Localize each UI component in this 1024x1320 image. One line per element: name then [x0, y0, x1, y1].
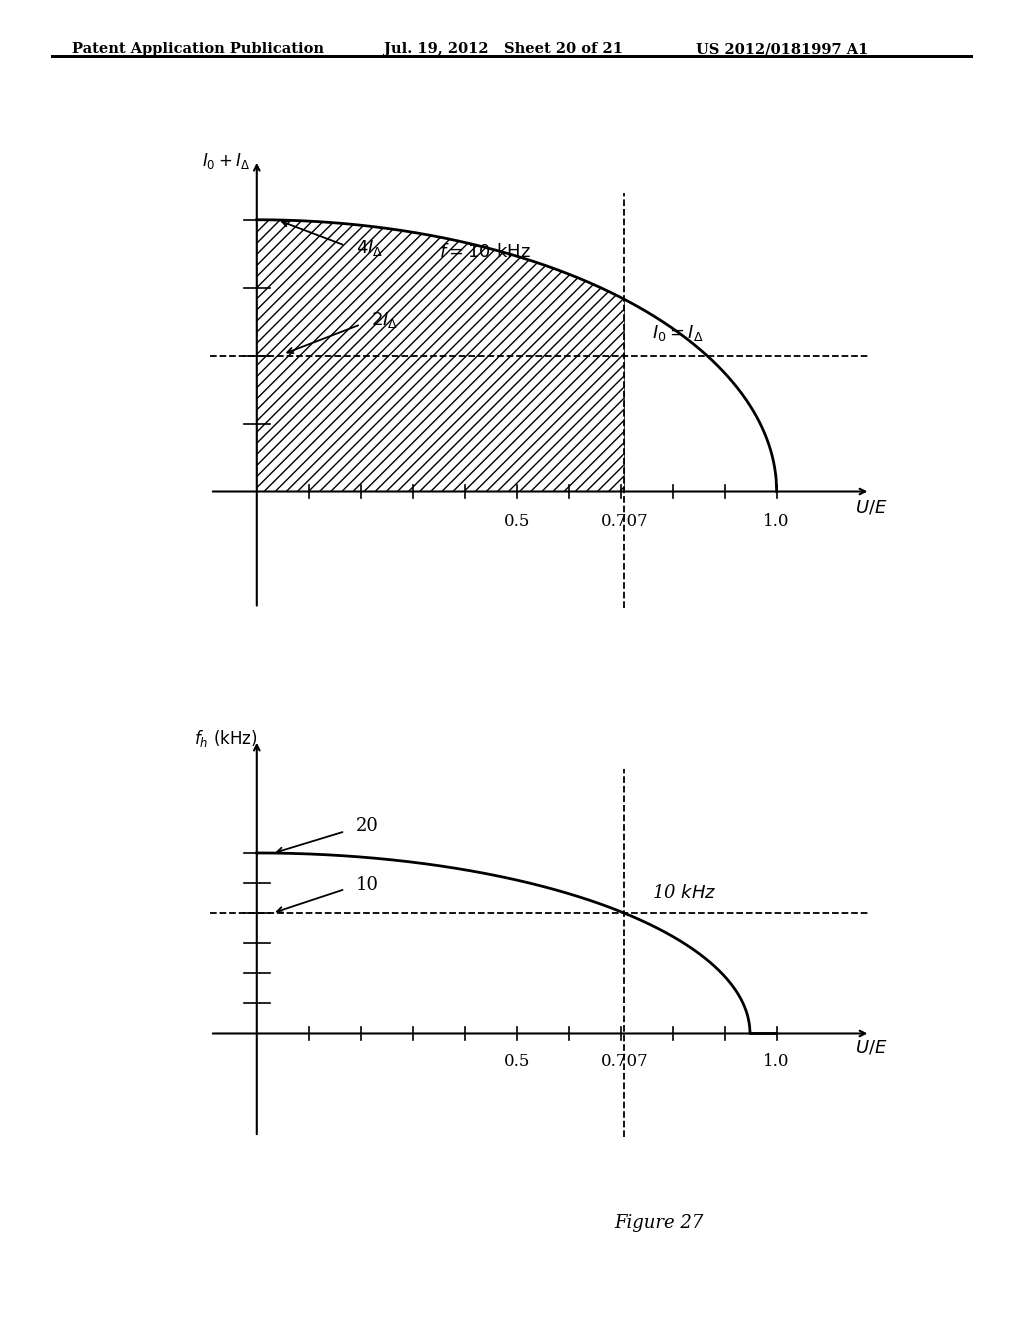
Text: $U/E$: $U/E$ [855, 499, 887, 517]
Text: $I_0 = I_\Delta$: $I_0 = I_\Delta$ [652, 323, 703, 343]
Text: Jul. 19, 2012   Sheet 20 of 21: Jul. 19, 2012 Sheet 20 of 21 [384, 42, 623, 57]
Text: 10: 10 [355, 876, 379, 895]
Text: 20: 20 [355, 817, 379, 836]
Text: 0.5: 0.5 [504, 513, 529, 531]
Text: $I_0 + I_\Delta$: $I_0 + I_\Delta$ [202, 150, 250, 170]
Text: 0.707: 0.707 [600, 513, 648, 531]
Text: $f_h\ \mathrm{(kHz)}$: $f_h\ \mathrm{(kHz)}$ [194, 729, 257, 750]
Text: $4I_\Delta$: $4I_\Delta$ [355, 239, 383, 259]
Text: 0.5: 0.5 [504, 1053, 529, 1069]
Text: 1.0: 1.0 [764, 1053, 790, 1069]
Text: $2I_\Delta$: $2I_\Delta$ [371, 310, 398, 330]
Text: $f =10\ \mathrm{kHz}$: $f =10\ \mathrm{kHz}$ [438, 243, 530, 261]
Text: 10 $kHz$: 10 $kHz$ [652, 884, 716, 903]
Text: Figure 27: Figure 27 [614, 1214, 703, 1233]
Text: $U/E$: $U/E$ [855, 1039, 887, 1057]
Text: US 2012/0181997 A1: US 2012/0181997 A1 [696, 42, 868, 57]
Text: 1.0: 1.0 [764, 513, 790, 531]
Text: Patent Application Publication: Patent Application Publication [72, 42, 324, 57]
Text: 0.707: 0.707 [600, 1053, 648, 1069]
